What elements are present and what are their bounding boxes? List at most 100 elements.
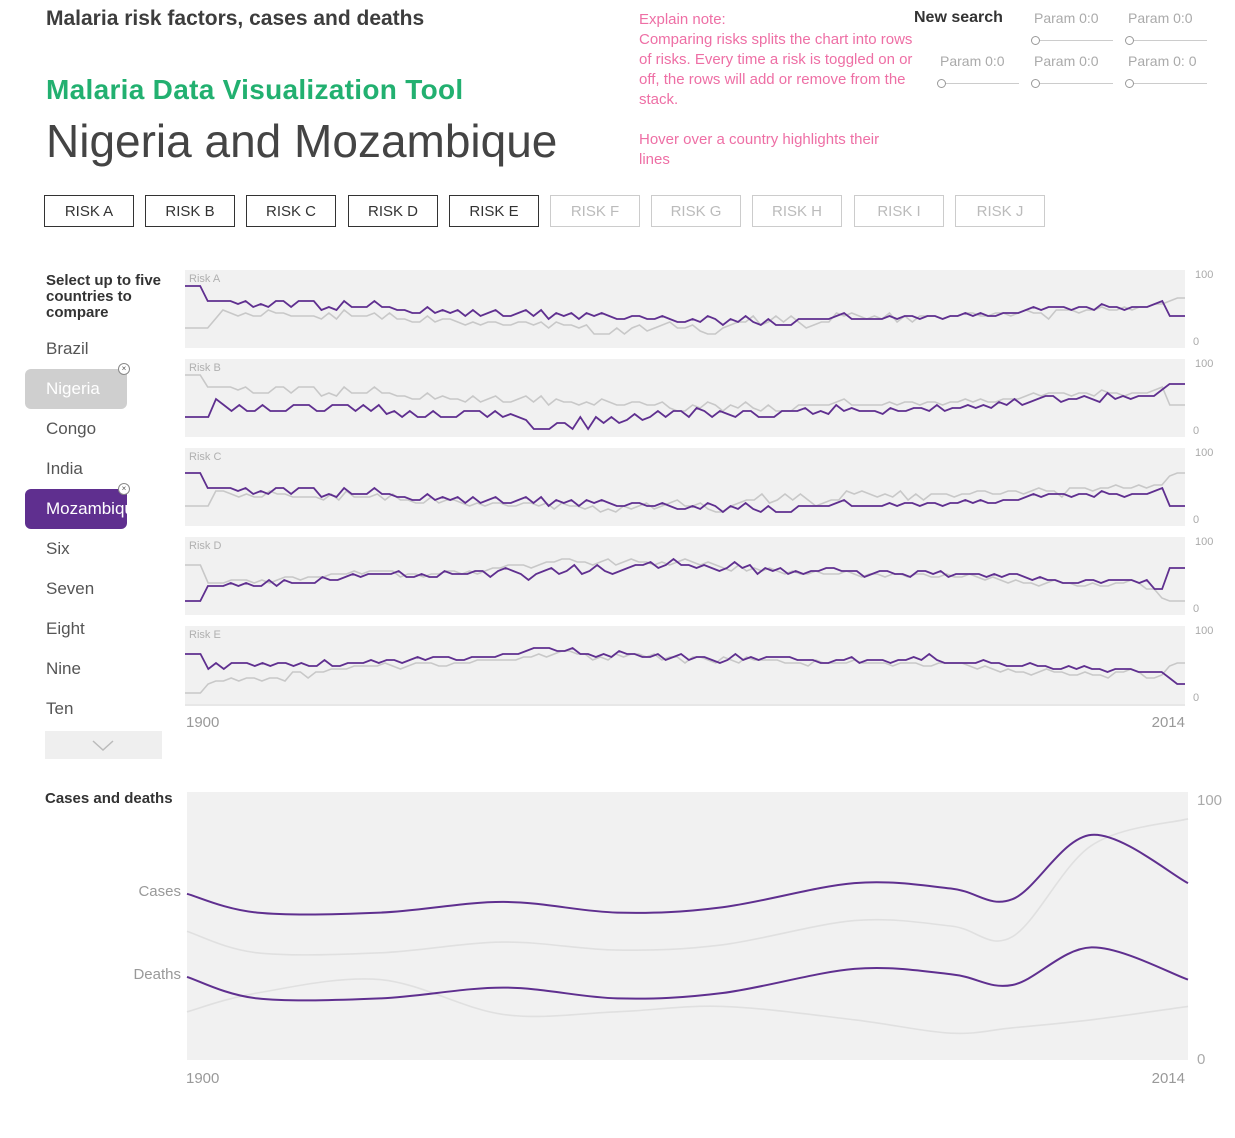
param-slider-5[interactable]	[1125, 78, 1207, 90]
risk-line-nigeria	[185, 472, 1185, 513]
remove-mozambique-icon[interactable]: ×	[118, 483, 130, 495]
risk-line-mozambique	[185, 472, 1185, 514]
y-tick-label: 100	[1197, 792, 1222, 809]
risk-f-button[interactable]: RISK F	[550, 195, 640, 227]
slider-knob[interactable]	[1125, 36, 1134, 45]
explain-note-heading: Explain note:	[639, 11, 726, 28]
page-top-title: Malaria risk factors, cases and deaths	[46, 7, 425, 30]
country-item-brazil[interactable]: Brazil	[25, 329, 127, 369]
risk-line-mozambique	[185, 285, 1185, 327]
y-tick-label: 100	[1195, 625, 1213, 637]
risk-panel-label: Risk B	[189, 362, 221, 374]
country-label: Six	[46, 539, 70, 558]
risk-b-button[interactable]: RISK B	[145, 195, 235, 227]
x-tick-label: 2014	[1152, 1070, 1185, 1087]
country-item-mozambique[interactable]: Mozambique ×	[25, 483, 143, 529]
risk-panel-bg	[185, 270, 1185, 348]
slider-knob[interactable]	[1031, 36, 1040, 45]
param-slider-3[interactable]	[937, 78, 1019, 90]
country-select-title: Select up to five countries to compare	[46, 272, 162, 321]
risk-panel-bg	[185, 359, 1185, 437]
remove-nigeria-icon[interactable]: ×	[118, 363, 130, 375]
x-tick-label: 2014	[1152, 714, 1185, 731]
risk-c-button[interactable]: RISK C	[246, 195, 336, 227]
country-label: Nine	[46, 659, 81, 678]
country-label: Eight	[46, 619, 85, 638]
country-label: Congo	[46, 419, 97, 438]
country-label: Seven	[46, 579, 95, 598]
country-item-seven[interactable]: Seven	[25, 569, 127, 609]
param-label-5: Param 0: 0	[1128, 53, 1197, 69]
explain-note-text: Comparing risks splits the chart into ro…	[639, 31, 913, 108]
risk-g-button[interactable]: RISK G	[651, 195, 741, 227]
risk-panel-label: Risk E	[189, 629, 221, 641]
risk-h-button[interactable]: RISK H	[752, 195, 842, 227]
slider-knob[interactable]	[1125, 79, 1134, 88]
deaths-line-nigeria	[186, 978, 1189, 1035]
x-tick-label: 1900	[186, 714, 219, 731]
param-label-1: Param 0:0	[1034, 10, 1099, 26]
y-tick-label: 0	[1193, 603, 1199, 615]
risk-panel-bg	[185, 626, 1185, 704]
param-label-3: Param 0:0	[940, 53, 1005, 69]
risk-e-button[interactable]: RISK E	[449, 195, 539, 227]
risk-panel-label: Risk A	[189, 273, 221, 285]
cases-line-nigeria	[186, 818, 1189, 956]
y-tick-label: 100	[1195, 269, 1213, 281]
param-label-2: Param 0:0	[1128, 10, 1193, 26]
country-label: Brazil	[46, 339, 89, 358]
param-slider-2[interactable]	[1125, 35, 1207, 47]
country-item-nigeria[interactable]: Nigeria ×	[25, 363, 130, 409]
y-tick-label: 0	[1197, 1051, 1205, 1068]
y-tick-label: 100	[1195, 358, 1213, 370]
risk-i-button[interactable]: RISK I	[854, 195, 944, 227]
country-list-scroll-down-button[interactable]	[45, 731, 162, 759]
risk-line-mozambique	[185, 557, 1185, 602]
new-search-label[interactable]: New search	[914, 9, 1003, 26]
param-slider-4[interactable]	[1031, 78, 1113, 90]
risk-j-button[interactable]: RISK J	[955, 195, 1045, 227]
explain-note: Explain note: Comparing risks splits the…	[639, 10, 914, 190]
risk-line-nigeria	[185, 558, 1185, 602]
country-label: Nigeria	[46, 379, 100, 398]
cases-panel-bg	[187, 792, 1188, 1060]
risk-d-button[interactable]: RISK D	[348, 195, 438, 227]
y-tick-label: 0	[1193, 514, 1199, 526]
y-tick-label: 0	[1193, 425, 1199, 437]
explain-note-hover-text: Hover over a country highlights their li…	[639, 131, 880, 168]
chevron-down-icon	[92, 740, 114, 752]
slider-knob[interactable]	[1031, 79, 1040, 88]
country-item-six[interactable]: Six	[25, 529, 127, 569]
deaths-line-mozambique	[186, 946, 1189, 1002]
risk-panel-label: Risk C	[189, 451, 221, 463]
y-tick-label: 0	[1193, 692, 1199, 704]
cases-deaths-title: Cases and deaths	[45, 790, 173, 807]
risk-line-mozambique	[185, 383, 1185, 431]
row-label-cases: Cases	[138, 883, 181, 900]
slider-knob[interactable]	[937, 79, 946, 88]
country-label: India	[46, 459, 83, 478]
x-tick-label: 1900	[186, 1070, 219, 1087]
risk-panel-label: Risk D	[189, 540, 221, 552]
y-tick-label: 100	[1195, 447, 1213, 459]
country-label: Ten	[46, 699, 74, 718]
country-label: Mozambique	[46, 499, 144, 518]
y-tick-label: 0	[1193, 336, 1199, 348]
country-item-eight[interactable]: Eight	[25, 609, 127, 649]
country-item-india[interactable]: India	[25, 449, 127, 489]
param-label-4: Param 0:0	[1034, 53, 1099, 69]
row-label-deaths: Deaths	[133, 966, 181, 983]
country-item-congo[interactable]: Congo	[25, 409, 127, 449]
country-item-ten[interactable]: Ten	[25, 689, 127, 729]
param-slider-1[interactable]	[1031, 35, 1113, 47]
risk-a-button[interactable]: RISK A	[44, 195, 134, 227]
risk-line-nigeria	[185, 374, 1185, 413]
risk-line-nigeria	[185, 650, 1185, 694]
risk-line-mozambique	[185, 646, 1185, 685]
y-tick-label: 100	[1195, 536, 1213, 548]
country-item-nine[interactable]: Nine	[25, 649, 127, 689]
app-title: Malaria Data Visualization Tool	[46, 74, 464, 105]
risk-panel-bg	[185, 448, 1185, 526]
cases-line-mozambique	[186, 833, 1189, 916]
